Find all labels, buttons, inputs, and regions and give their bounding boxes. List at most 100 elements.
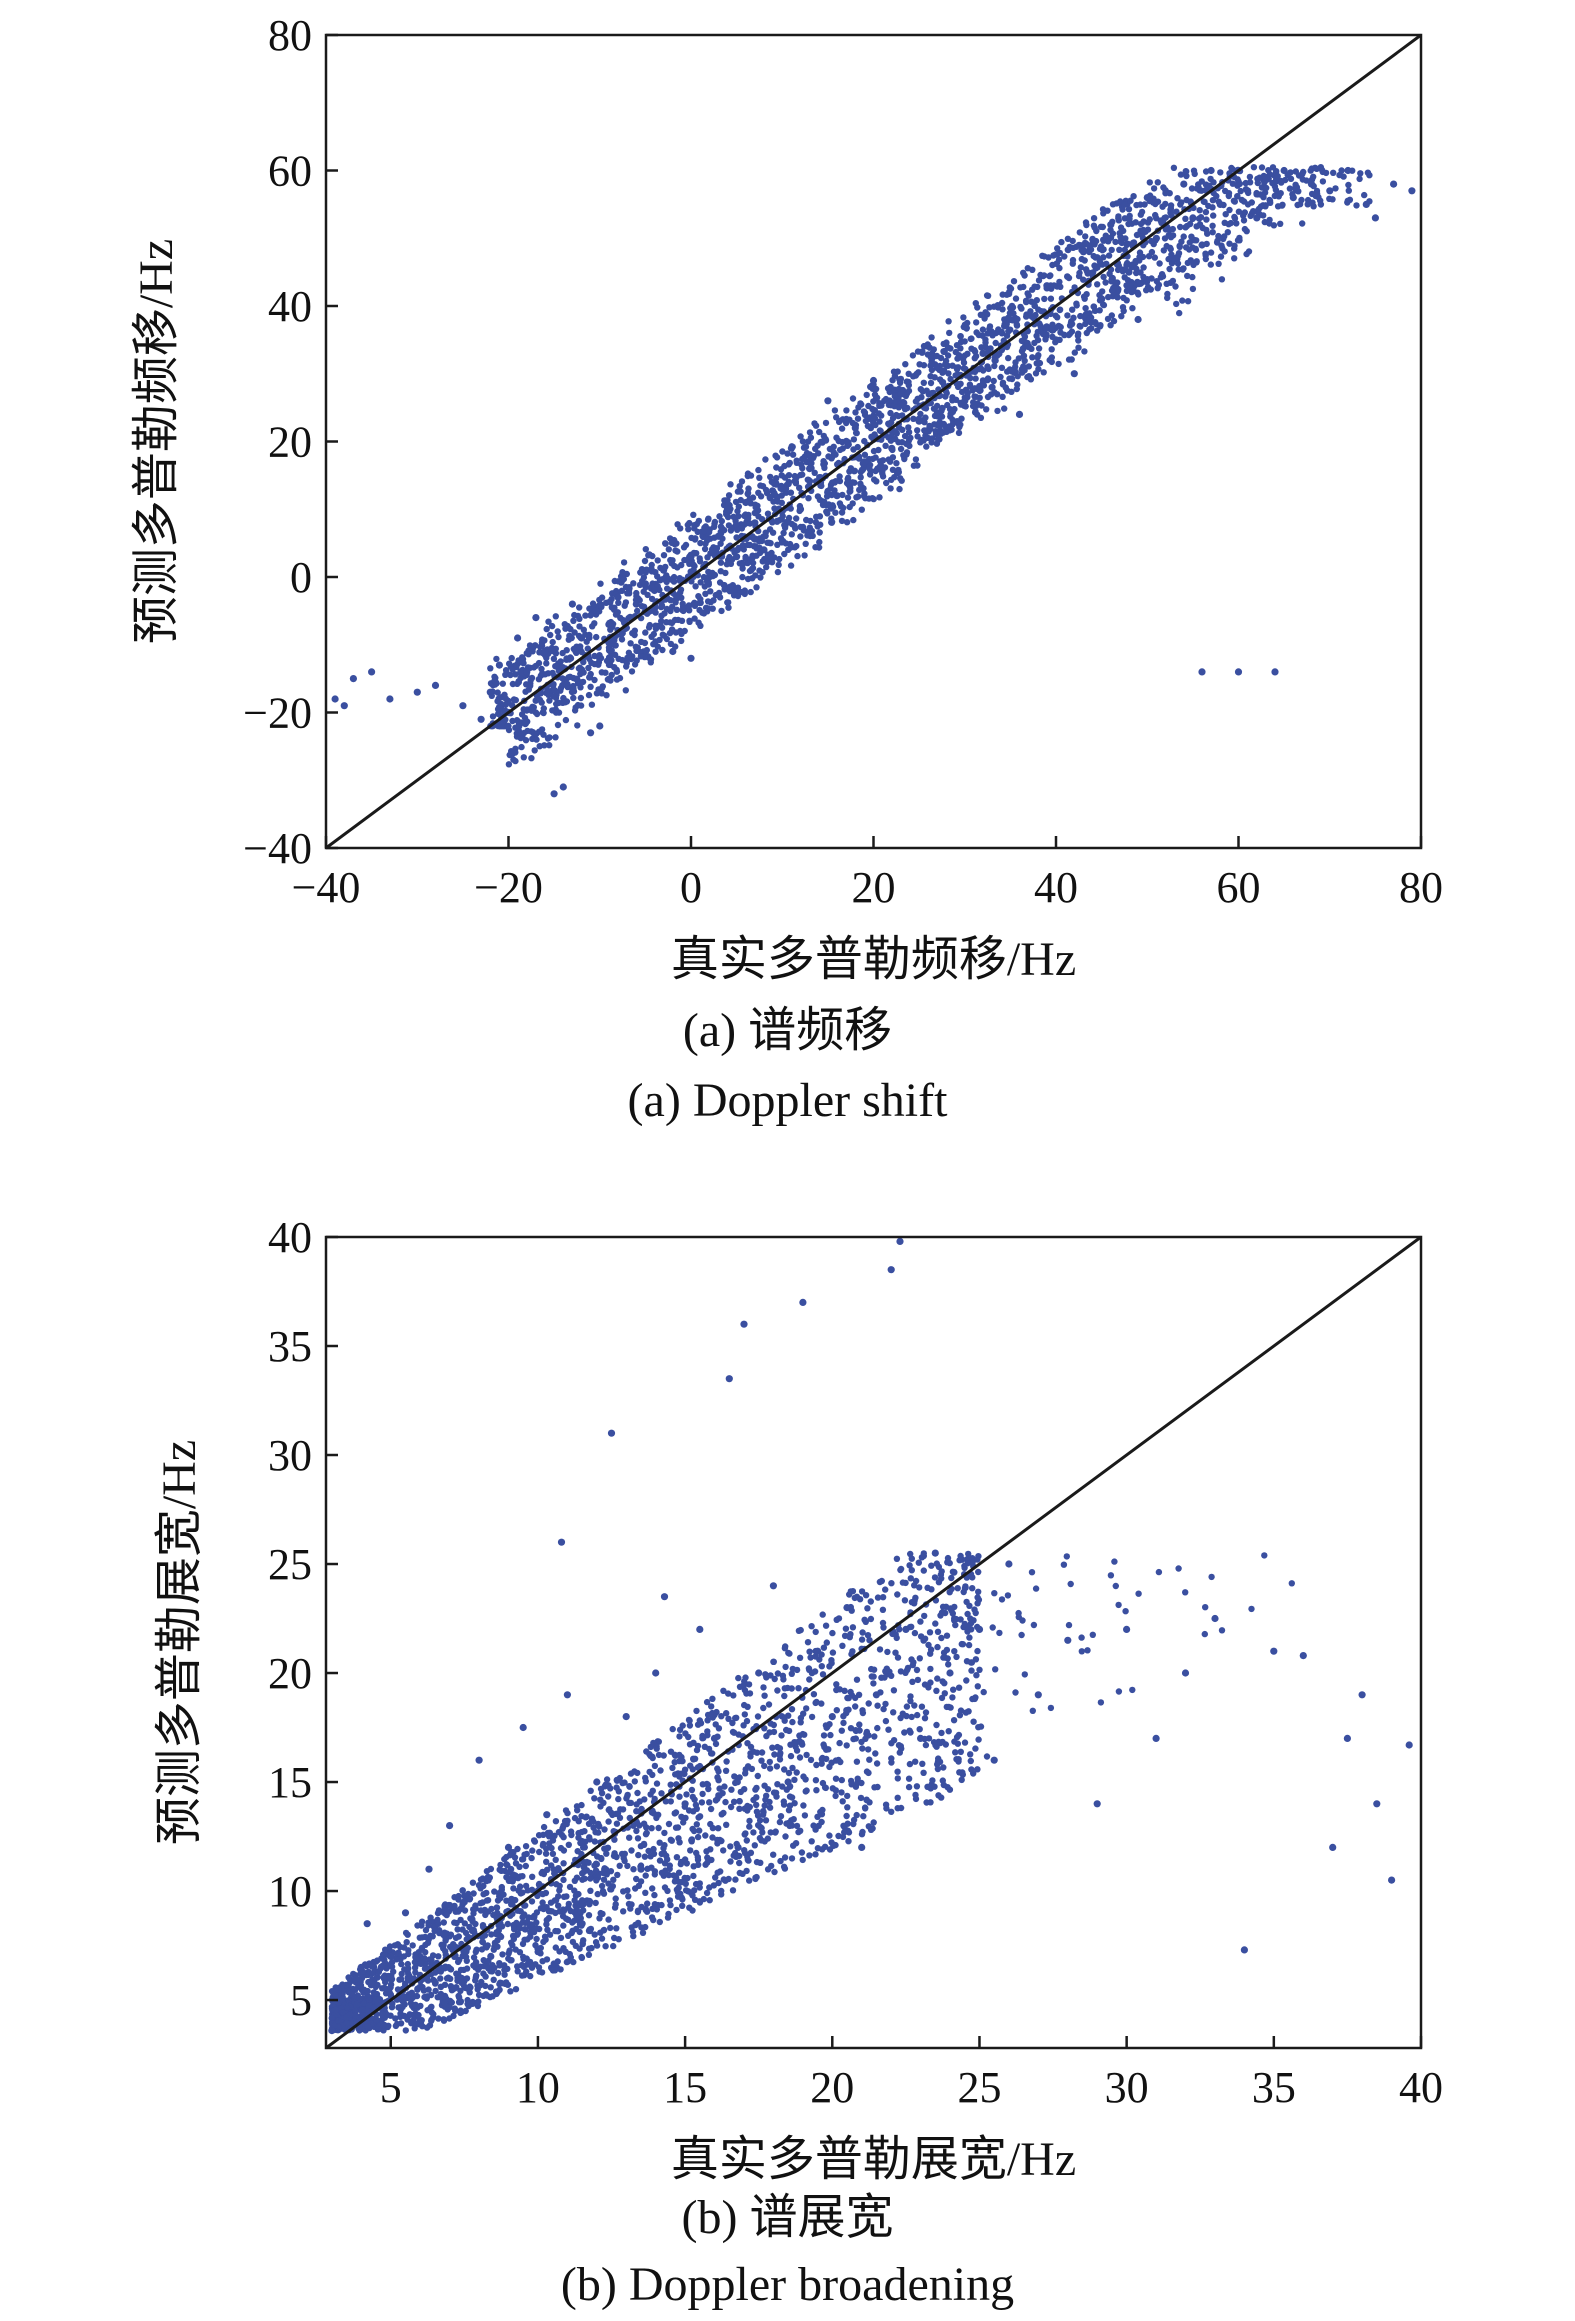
scatter-cloud-point bbox=[830, 443, 837, 450]
scatter-cloud-point bbox=[1029, 1707, 1037, 1714]
scatter-cloud-point bbox=[778, 1732, 785, 1739]
scatter-cloud-point bbox=[747, 1753, 754, 1760]
scatter-cloud-point bbox=[535, 696, 543, 703]
scatter-cloud-point bbox=[905, 424, 912, 431]
scatter-cloud-point bbox=[585, 691, 593, 699]
scatter-cloud-point bbox=[725, 522, 733, 529]
scatter-cloud-point bbox=[1105, 293, 1112, 301]
scatter-cloud-point bbox=[1042, 336, 1049, 343]
scatter-cloud-point bbox=[621, 1850, 628, 1857]
scatter-cloud-point bbox=[1122, 235, 1129, 242]
scatter-cloud-point bbox=[482, 1991, 490, 1998]
scatter-cloud-point bbox=[909, 1678, 916, 1685]
scatter-cloud-point bbox=[1077, 312, 1084, 320]
scatter-cloud-point bbox=[613, 1820, 621, 1827]
scatter-cloud-point bbox=[585, 1912, 593, 1919]
scatter-cloud-point bbox=[680, 544, 688, 551]
scatter-cloud-point bbox=[859, 1709, 867, 1717]
scatter-cloud-point bbox=[774, 1781, 781, 1788]
scatter-cloud-point bbox=[586, 605, 593, 612]
scatter-cloud-point bbox=[546, 742, 553, 749]
scatter-cloud-point bbox=[938, 1729, 945, 1737]
scatter-cloud-point bbox=[537, 1950, 544, 1957]
scatter-cloud-point bbox=[812, 422, 820, 429]
scatter-cloud-point bbox=[394, 1941, 401, 1948]
scatter-cloud-point bbox=[963, 325, 970, 332]
scatter-cloud-point bbox=[681, 627, 688, 635]
scatter-cloud-point bbox=[931, 1574, 939, 1581]
scatter-cloud-point bbox=[875, 446, 882, 454]
scatter-cloud-point bbox=[910, 462, 918, 469]
scatter-cloud-point bbox=[550, 693, 557, 700]
scatter-cloud-point bbox=[756, 1817, 764, 1824]
scatter-cloud-point bbox=[667, 1781, 674, 1788]
scatter-cloud-point bbox=[397, 2020, 405, 2027]
scatter-cloud-point bbox=[728, 1786, 735, 1793]
scatter-cloud-point bbox=[785, 1807, 793, 1814]
scatter-cloud-point bbox=[686, 617, 693, 624]
scatter-cloud-point bbox=[843, 407, 850, 414]
scatter-cloud-point bbox=[853, 429, 860, 437]
scatter-cloud-point bbox=[462, 2007, 469, 2015]
scatter-cloud-point bbox=[723, 1710, 730, 1717]
scatter-cloud-point bbox=[624, 590, 631, 597]
scatter-cloud-point bbox=[925, 1684, 932, 1691]
scatter-cloud-point bbox=[998, 1596, 1006, 1603]
scatter-cloud-point bbox=[673, 1906, 680, 1914]
scatter-cloud-point bbox=[974, 1766, 981, 1773]
scatter-cloud-point bbox=[867, 383, 874, 390]
scatter-cloud-point bbox=[655, 1811, 662, 1818]
scatter-cloud-point bbox=[824, 510, 831, 517]
scatter-cloud-point bbox=[1330, 169, 1337, 176]
scatter-point bbox=[751, 519, 759, 527]
scatter-point bbox=[1216, 200, 1224, 208]
scatter-cloud-point bbox=[559, 675, 566, 682]
scatter-cloud-point bbox=[559, 1825, 566, 1832]
scatter-cloud-point bbox=[607, 1924, 614, 1932]
scatter-point bbox=[1390, 180, 1398, 188]
scatter-cloud-point bbox=[620, 559, 628, 566]
scatter-cloud-point bbox=[911, 1702, 918, 1709]
scatter-cloud-point bbox=[1057, 283, 1064, 290]
scatter-cloud-point bbox=[591, 1795, 598, 1802]
scatter-cloud-point bbox=[1235, 208, 1243, 215]
scatter-cloud-point bbox=[587, 1787, 594, 1794]
scatter-cloud-point bbox=[830, 1842, 837, 1849]
scatter-cloud-point bbox=[864, 1605, 871, 1612]
scatter-cloud-point bbox=[949, 1610, 956, 1617]
scatter-cloud-point bbox=[1161, 235, 1169, 242]
scatter-cloud-point bbox=[404, 1960, 411, 1968]
scatter-cloud-point bbox=[776, 555, 783, 563]
scatter-cloud-point bbox=[667, 1798, 674, 1805]
scatter-cloud-point bbox=[980, 1688, 987, 1696]
scatter-cloud-point bbox=[678, 1894, 685, 1901]
scatter-cloud-point bbox=[882, 1586, 889, 1593]
scatter-cloud-point bbox=[891, 393, 898, 400]
scatter-point bbox=[386, 695, 394, 703]
scatter-point bbox=[368, 668, 376, 676]
scatter-cloud-point bbox=[1160, 247, 1168, 254]
scatter-cloud-point bbox=[808, 527, 816, 535]
scatter-cloud-point bbox=[469, 1879, 477, 1886]
scatter-cloud-point bbox=[654, 557, 661, 564]
scatter-cloud-point bbox=[667, 1748, 675, 1755]
scatter-cloud-point bbox=[903, 1712, 910, 1720]
scatter-cloud-point bbox=[882, 1801, 890, 1808]
scatter-cloud-point bbox=[671, 562, 678, 570]
scatter-cloud-point bbox=[661, 1829, 668, 1837]
scatter-point bbox=[860, 458, 869, 466]
scatter-point bbox=[1134, 315, 1142, 324]
scatter-cloud-point bbox=[1075, 330, 1082, 337]
scatter-cloud-point bbox=[598, 1935, 606, 1942]
scatter-cloud-point bbox=[785, 1769, 793, 1777]
scatter-cloud-point bbox=[707, 588, 714, 595]
x-tick-label: 60 bbox=[1217, 863, 1261, 912]
scatter-cloud-point bbox=[759, 558, 766, 565]
scatter-cloud-point bbox=[928, 360, 935, 368]
scatter-cloud-point bbox=[463, 1965, 471, 1972]
scatter-cloud-point bbox=[806, 1648, 813, 1655]
scatter-cloud-point bbox=[638, 1805, 645, 1813]
scatter-cloud-point bbox=[1069, 237, 1076, 245]
scatter-cloud-point bbox=[1006, 375, 1013, 382]
scatter-cloud-point bbox=[773, 1763, 781, 1770]
